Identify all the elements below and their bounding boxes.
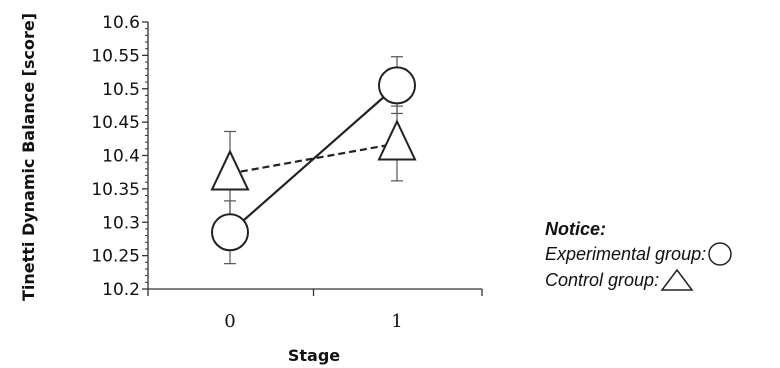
y-tick-label: 10.5	[102, 80, 140, 100]
x-tick-label: 0	[224, 311, 235, 332]
y-tick-label: 10.35	[91, 180, 140, 200]
y-tick-label: 10.3	[102, 213, 140, 233]
triangle-marker-icon	[660, 268, 694, 291]
legend-item-control: Control group:	[545, 267, 775, 293]
control-point	[210, 149, 250, 191]
legend: Notice: Experimental group: Control grou…	[545, 218, 775, 293]
y-tick-label: 10.25	[91, 247, 140, 267]
legend-item-experimental: Experimental group:	[545, 241, 775, 267]
y-axis-title: Tinetti Dynamic Balance [score]	[19, 13, 38, 301]
y-tick-label: 10.4	[102, 147, 140, 167]
legend-label-experimental: Experimental group:	[545, 243, 707, 264]
legend-title: Notice:	[545, 219, 607, 239]
control-point	[377, 119, 417, 161]
experimental-point	[211, 213, 249, 252]
y-tick-label: 10.45	[91, 113, 140, 133]
y-tick-label: 10.6	[102, 13, 140, 33]
x-axis-title: Stage	[288, 346, 340, 365]
legend-label-control: Control group:	[545, 269, 660, 290]
axes: 10.6 10.55 10.5 10.45 10.4 10.35 10.3 10.25 10.2…	[91, 13, 483, 332]
circle-marker-icon	[708, 242, 732, 266]
x-tick-label: 1	[391, 311, 402, 332]
y-tick-label: 10.55	[91, 46, 140, 66]
experimental-point	[378, 66, 416, 105]
y-tick-label: 10.2	[102, 280, 140, 300]
control-series-line	[229, 142, 398, 175]
chart-marks	[210, 56, 417, 265]
experimental-series-line	[229, 84, 398, 234]
